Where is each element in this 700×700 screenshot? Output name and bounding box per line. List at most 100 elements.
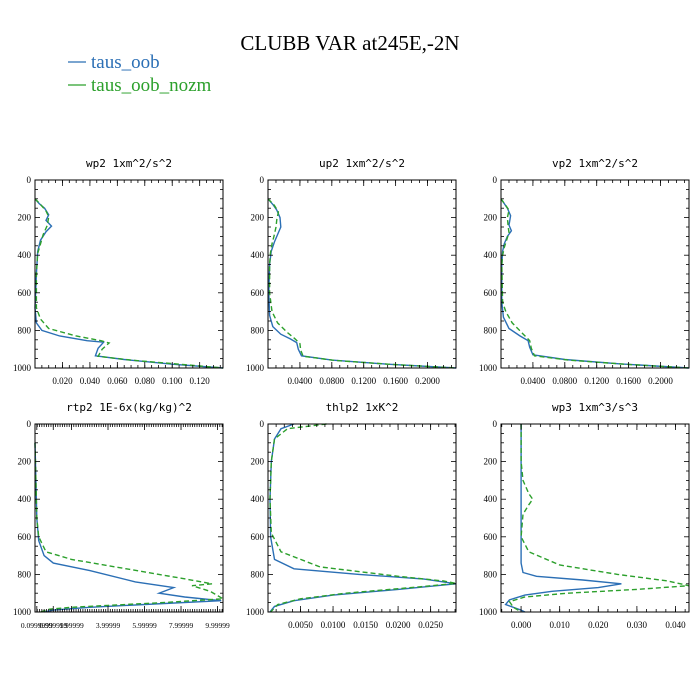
y-tick-label: 800 xyxy=(251,569,265,579)
y-tick-label: 800 xyxy=(251,325,265,335)
y-tick-label: 1000 xyxy=(479,363,498,373)
chart-panels: wp2 1xm^2/s^2 0 200 400 600 800 1000 0.020 0.040… xyxy=(13,157,690,630)
series-line-taus-oob xyxy=(504,424,622,613)
y-tick-label: 400 xyxy=(251,250,265,260)
series-line-taus-oob-nozm xyxy=(269,423,457,613)
panel-title: up2 1xm^2/s^2 xyxy=(319,157,405,170)
x-tick-label: 0.020 xyxy=(52,376,73,386)
y-tick-label: 800 xyxy=(18,569,32,579)
x-tick-label: 7.99999 xyxy=(169,621,194,630)
series-line-taus-oob xyxy=(500,198,690,369)
x-tick-label: 0.2000 xyxy=(415,376,440,386)
y-tick-label: 800 xyxy=(484,325,498,335)
x-tick-label: 0.0100 xyxy=(321,620,346,630)
y-tick-label: 200 xyxy=(18,457,32,467)
x-tick-label: 3.99999 xyxy=(96,621,121,630)
chart-panel-1: wp2 1xm^2/s^2 0 200 400 600 800 1000 0.020 0.040… xyxy=(13,157,224,386)
x-tick-label: 0.1600 xyxy=(616,376,641,386)
x-tick-label: 0.080 xyxy=(135,376,156,386)
x-tick-label: 0.0800 xyxy=(319,376,344,386)
figure-title: CLUBB VAR at245E,-2N xyxy=(240,31,459,55)
x-tick-label: 0.000 xyxy=(511,620,532,630)
chart-panel-4: rtp2 1E-6x(kg/kg)^2 0 200 400 600 800 1000 0.09… xyxy=(13,401,230,630)
x-tick-label: 0.0999999 xyxy=(21,621,53,630)
x-tick-label: 0.0800 xyxy=(552,376,577,386)
x-tick-label: 1.99999 xyxy=(59,621,84,630)
panel-title: thlp2 1xK^2 xyxy=(326,401,399,414)
chart-panel-5: thlp2 1xK^2 0 200 400 600 800 1000 0.0050 0.0100… xyxy=(246,401,457,630)
x-tick-label: 0.0250 xyxy=(418,620,443,630)
panel-title: wp2 1xm^2/s^2 xyxy=(86,157,172,170)
x-tick-label: 0.0050 xyxy=(288,620,313,630)
x-tick-label: 0.100 xyxy=(162,376,183,386)
y-tick-label: 200 xyxy=(251,213,265,223)
y-tick-label: 400 xyxy=(251,494,265,504)
y-tick-label: 600 xyxy=(18,532,32,542)
plot-frame xyxy=(34,179,224,369)
y-tick-label: 200 xyxy=(18,213,32,223)
y-tick-label: 600 xyxy=(484,532,498,542)
y-tick-label: 200 xyxy=(251,457,265,467)
x-tick-label: 0.0200 xyxy=(386,620,411,630)
panel-title: vp2 1xm^2/s^2 xyxy=(552,157,638,170)
chart-panel-2: up2 1xm^2/s^2 0 200 400 600 800 1000 0.0400 0.08… xyxy=(246,157,457,386)
y-tick-label: 400 xyxy=(18,494,32,504)
panel-title: wp3 1xm^3/s^3 xyxy=(552,401,638,414)
x-tick-label: 0.1200 xyxy=(584,376,609,386)
legend: taus_oob taus_oob_nozm xyxy=(68,52,212,96)
x-tick-label: 0.040 xyxy=(80,376,101,386)
x-tick-label: 0.040 xyxy=(665,620,686,630)
y-tick-label: 400 xyxy=(484,494,498,504)
x-tick-label: 0.120 xyxy=(190,376,211,386)
y-tick-label: 1000 xyxy=(13,363,32,373)
y-tick-label: 0 xyxy=(260,419,265,429)
plot-frame xyxy=(267,423,457,613)
chart-panel-6: wp3 1xm^3/s^3 0 200 400 600 800 1000 0.000 0.010… xyxy=(479,401,690,630)
y-tick-label: 1000 xyxy=(13,607,32,617)
y-tick-label: 0 xyxy=(493,419,498,429)
x-tick-label: 0.1600 xyxy=(383,376,408,386)
y-tick-label: 1000 xyxy=(246,607,265,617)
y-tick-label: 800 xyxy=(18,325,32,335)
legend-label-taus-oob: taus_oob xyxy=(91,52,160,73)
y-tick-label: 400 xyxy=(484,250,498,260)
y-tick-label: 200 xyxy=(484,457,498,467)
x-tick-label: 0.0400 xyxy=(288,376,313,386)
series-line-taus-oob xyxy=(269,423,457,613)
plot-frame xyxy=(34,423,224,613)
x-tick-label: 0.030 xyxy=(627,620,648,630)
chart-panel-3: vp2 1xm^2/s^2 0 200 400 600 800 1000 0.0400 0.08… xyxy=(479,157,690,386)
x-tick-label: 0.0400 xyxy=(521,376,546,386)
series-line-taus-oob-nozm xyxy=(34,442,226,613)
y-tick-label: 1000 xyxy=(246,363,265,373)
x-tick-label: 0.060 xyxy=(107,376,128,386)
y-tick-label: 400 xyxy=(18,250,32,260)
y-tick-label: 600 xyxy=(18,288,32,298)
y-tick-label: 1000 xyxy=(479,607,498,617)
x-tick-label: 0.999999 xyxy=(39,621,67,630)
x-tick-label: 0.2000 xyxy=(648,376,673,386)
x-tick-label: 0.010 xyxy=(550,620,571,630)
x-tick-label: 9.99999 xyxy=(205,621,230,630)
panel-title: rtp2 1E-6x(kg/kg)^2 xyxy=(66,401,192,414)
x-tick-label: 0.020 xyxy=(588,620,609,630)
series-line-taus-oob xyxy=(34,442,222,613)
x-tick-label: 5.99999 xyxy=(132,621,157,630)
y-tick-label: 0 xyxy=(260,175,265,185)
y-tick-label: 0 xyxy=(27,175,32,185)
series-line-taus-oob-nozm xyxy=(34,198,224,369)
x-tick-label: 0.1200 xyxy=(351,376,376,386)
y-tick-label: 0 xyxy=(27,419,32,429)
series-line-taus-oob xyxy=(267,198,457,369)
x-tick-label: 0.0150 xyxy=(353,620,378,630)
y-tick-label: 600 xyxy=(251,532,265,542)
y-tick-label: 600 xyxy=(484,288,498,298)
series-line-taus-oob-nozm xyxy=(508,424,690,613)
legend-label-taus-oob-nozm: taus_oob_nozm xyxy=(91,75,212,96)
y-tick-label: 0 xyxy=(493,175,498,185)
y-tick-label: 800 xyxy=(484,569,498,579)
plot-frame xyxy=(500,423,690,613)
y-tick-label: 600 xyxy=(251,288,265,298)
series-line-taus-oob xyxy=(34,198,224,369)
